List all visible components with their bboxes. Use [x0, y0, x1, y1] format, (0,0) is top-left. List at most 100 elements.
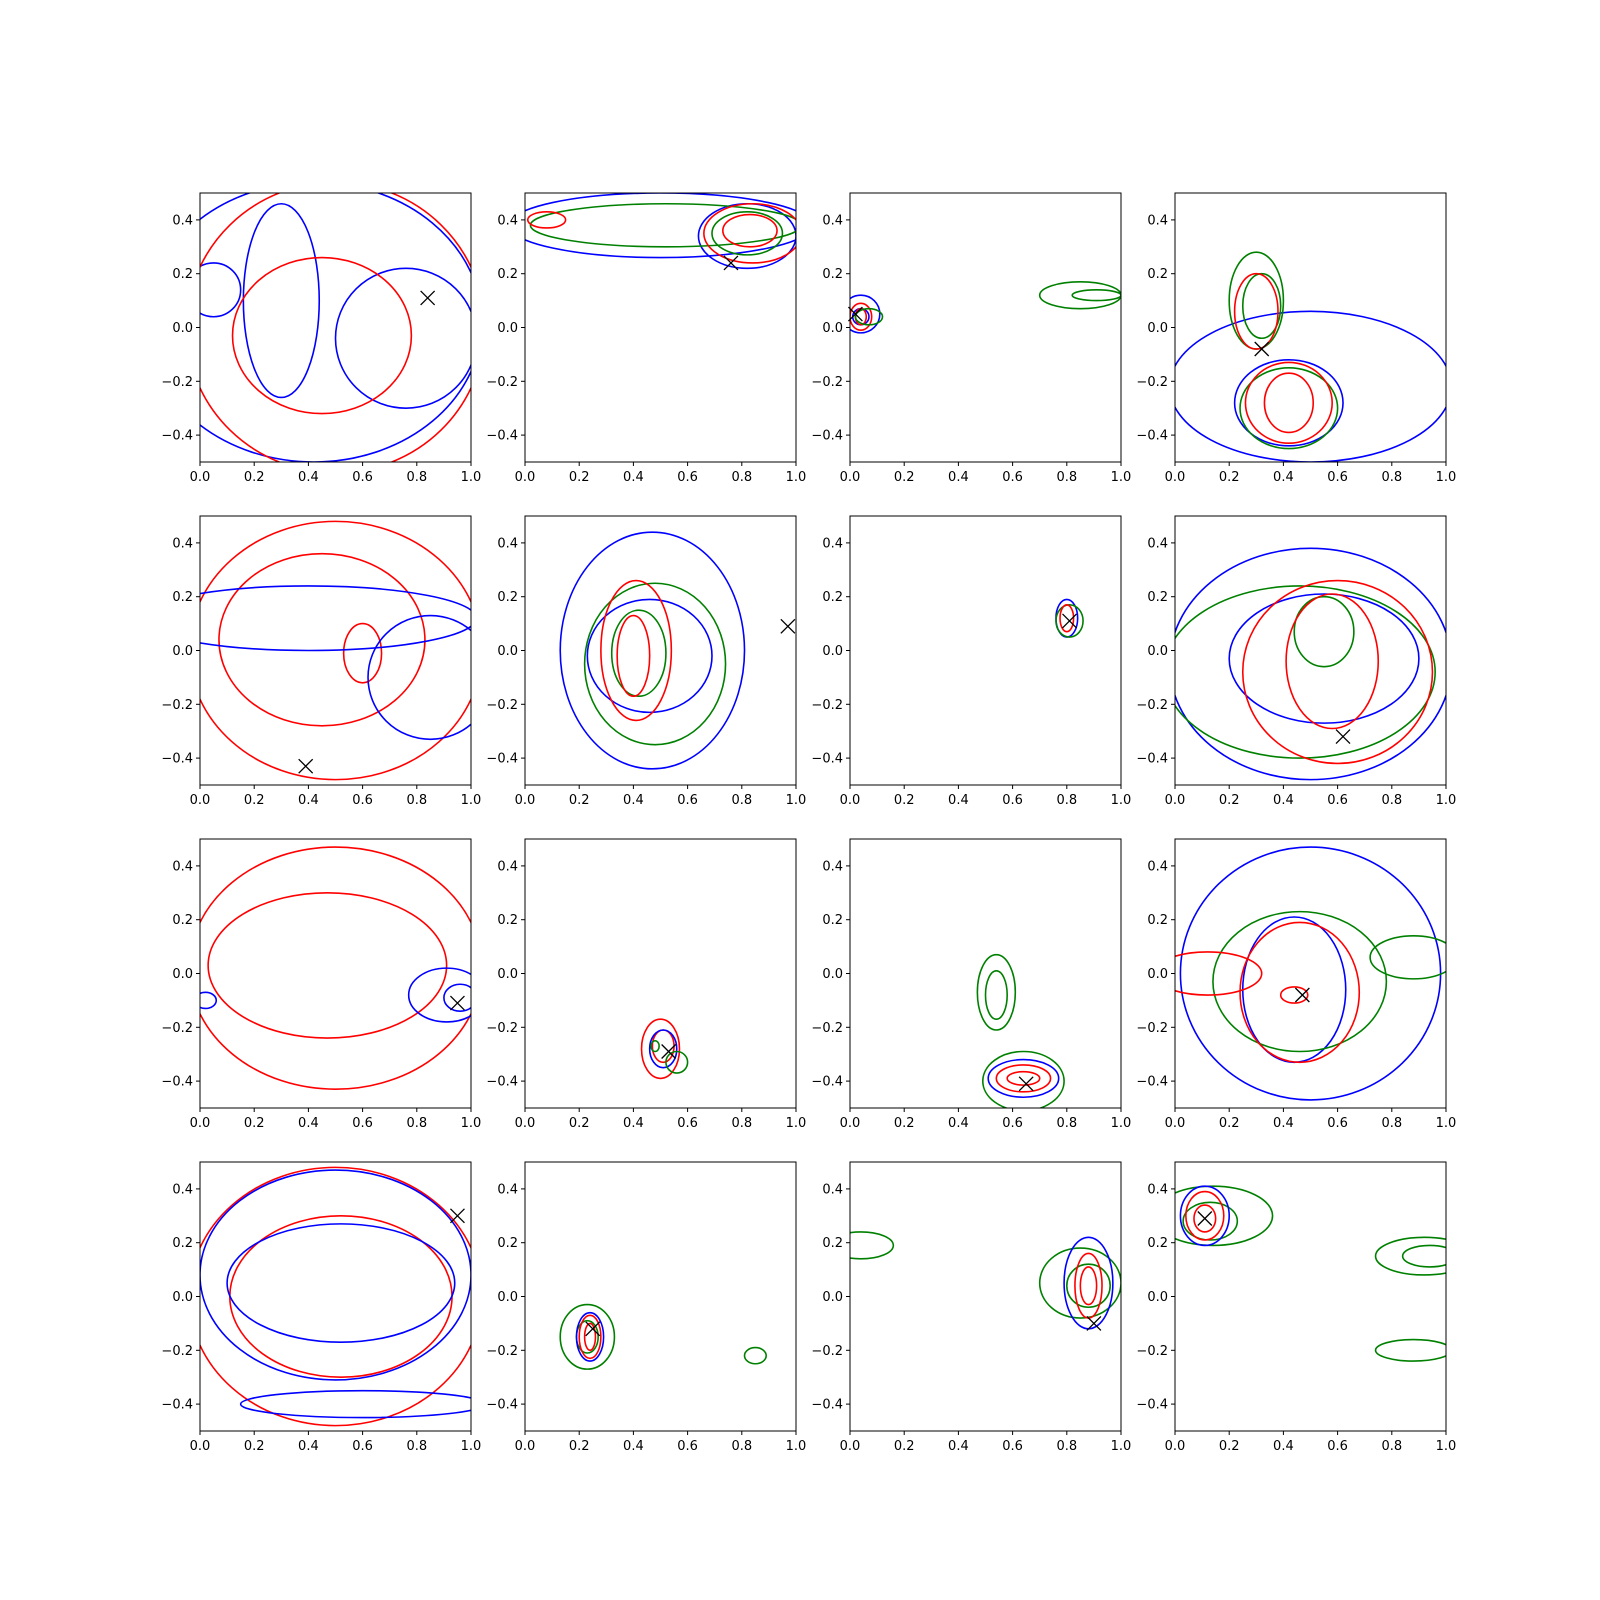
x-tick-label: 0.4: [1273, 1116, 1294, 1131]
y-tick-label: 0.0: [172, 644, 193, 659]
red-contour-2: [207, 891, 448, 1039]
x-tick-label: 1.0: [1111, 470, 1132, 485]
subplot-12: 0.0 0.2 0.4 0.6 0.8 1.0 0.4 0.2 0.0 −0.2 −0.4: [1136, 838, 1456, 1131]
marker-x: [661, 1044, 677, 1059]
y-tick-label: −0.2: [161, 375, 193, 390]
red-contour-5: [995, 1064, 1052, 1093]
y-tick-label: −0.4: [1136, 1075, 1168, 1090]
y-tick-label: 0.0: [1147, 967, 1168, 982]
contour-group: [559, 1303, 767, 1370]
marker-x: [723, 255, 739, 271]
y-tick-label: −0.2: [161, 1021, 193, 1036]
contour-group: [1055, 598, 1084, 638]
blue-contour-3: [200, 1169, 471, 1381]
green-contour-4: [1241, 272, 1282, 340]
green-contour-2: [1182, 1201, 1239, 1241]
y-tick-label: −0.4: [161, 1075, 193, 1090]
x-tick-label: 0.6: [1327, 793, 1348, 808]
blue-contour-1: [559, 531, 746, 770]
x-tick-label: 0.0: [1165, 470, 1186, 485]
y-tick-label: 0.4: [497, 536, 518, 551]
x-tick-label: 0.2: [1219, 793, 1240, 808]
x-tick-label: 0.0: [190, 1116, 211, 1131]
x-tick-label: 0.2: [894, 1116, 915, 1131]
x-tick-label: 1.0: [1111, 1439, 1132, 1454]
x-tick-label: 0.8: [1381, 1439, 1402, 1454]
green-contour-3: [982, 1050, 1065, 1108]
red-contour-1: [200, 1166, 471, 1427]
red-contour-7: [526, 211, 567, 229]
y-tick-label: −0.4: [811, 752, 843, 767]
marker-x: [1254, 341, 1270, 357]
marker-x: [420, 290, 436, 306]
x-tick-label: 0.2: [244, 793, 265, 808]
y-tick-label: 0.2: [172, 913, 193, 928]
red-contour-5: [1239, 921, 1361, 1064]
green-contour-5: [854, 307, 884, 326]
x-tick-label: 0.8: [1056, 793, 1077, 808]
green-contour-2: [1065, 1263, 1111, 1309]
x-tick-label: 1.0: [461, 793, 482, 808]
x-tick-label: 0.6: [352, 470, 373, 485]
x-tick-label: 0.6: [1002, 1439, 1023, 1454]
y-tick-label: 0.4: [1147, 1182, 1168, 1197]
x-tick-label: 0.2: [894, 1439, 915, 1454]
red-contour-3: [342, 622, 383, 684]
x-tick-label: 0.4: [298, 1116, 319, 1131]
blue-contour-4: [987, 1058, 1060, 1099]
contour-group: [1175, 547, 1446, 781]
x-tick-label: 1.0: [461, 1439, 482, 1454]
y-tick-label: 0.2: [1147, 913, 1168, 928]
y-tick-label: −0.2: [161, 1344, 193, 1359]
x-tick-label: 1.0: [1111, 1116, 1132, 1131]
x-tick-label: 0.4: [948, 1439, 969, 1454]
y-tick-label: 0.4: [1147, 536, 1168, 551]
x-tick-label: 0.8: [1056, 1116, 1077, 1131]
contour-group: [850, 280, 1121, 334]
x-tick-label: 0.4: [623, 793, 644, 808]
red-contour-5: [600, 579, 673, 722]
x-tick-label: 1.0: [1436, 1439, 1457, 1454]
y-tick-label: −0.4: [161, 1398, 193, 1413]
contour-group: [200, 193, 471, 462]
red-contour-6: [1079, 1266, 1098, 1306]
y-tick-label: −0.2: [811, 698, 843, 713]
y-tick-label: 0.2: [497, 1236, 518, 1251]
y-tick-label: −0.4: [1136, 429, 1168, 444]
x-tick-label: 0.8: [1381, 1116, 1402, 1131]
x-tick-label: 0.4: [1273, 470, 1294, 485]
y-tick-label: 0.2: [172, 1236, 193, 1251]
y-tick-label: 0.4: [1147, 213, 1168, 228]
y-tick-label: 0.0: [172, 967, 193, 982]
y-tick-label: 0.2: [822, 913, 843, 928]
y-tick-label: 0.4: [822, 213, 843, 228]
marker-x: [298, 758, 314, 774]
subplot-5: 0.0 0.2 0.4 0.6 0.8 1.0 0.4 0.2 0.0 −0.2 −0.4: [161, 515, 482, 808]
y-tick-label: 0.2: [497, 267, 518, 282]
red-contour-6: [1285, 593, 1380, 730]
y-tick-label: −0.2: [811, 375, 843, 390]
x-tick-label: 0.2: [569, 793, 590, 808]
red-contour-6: [1279, 986, 1309, 1004]
y-tick-label: 0.0: [822, 1290, 843, 1305]
green-contour-3: [1212, 910, 1388, 1053]
green-contour-4: [1401, 1244, 1446, 1268]
x-tick-label: 0.6: [352, 793, 373, 808]
x-tick-label: 0.0: [1165, 1439, 1186, 1454]
blue-contour-2: [242, 202, 321, 399]
marker-x: [1197, 1211, 1213, 1226]
red-contour-6: [1233, 272, 1279, 350]
y-tick-label: −0.4: [486, 752, 518, 767]
y-tick-label: 0.2: [497, 913, 518, 928]
x-tick-label: 0.6: [677, 793, 698, 808]
red-contour-5: [578, 1314, 602, 1360]
y-tick-label: 0.0: [497, 644, 518, 659]
x-tick-label: 0.8: [731, 793, 752, 808]
y-tick-label: −0.4: [1136, 1398, 1168, 1413]
green-contour-2: [1055, 603, 1084, 638]
red-contour-7: [1244, 361, 1333, 444]
contour-group: [1175, 846, 1446, 1101]
blue-contour-2: [1233, 358, 1344, 447]
green-contour-3: [1293, 595, 1355, 668]
x-tick-label: 0.8: [406, 1439, 427, 1454]
